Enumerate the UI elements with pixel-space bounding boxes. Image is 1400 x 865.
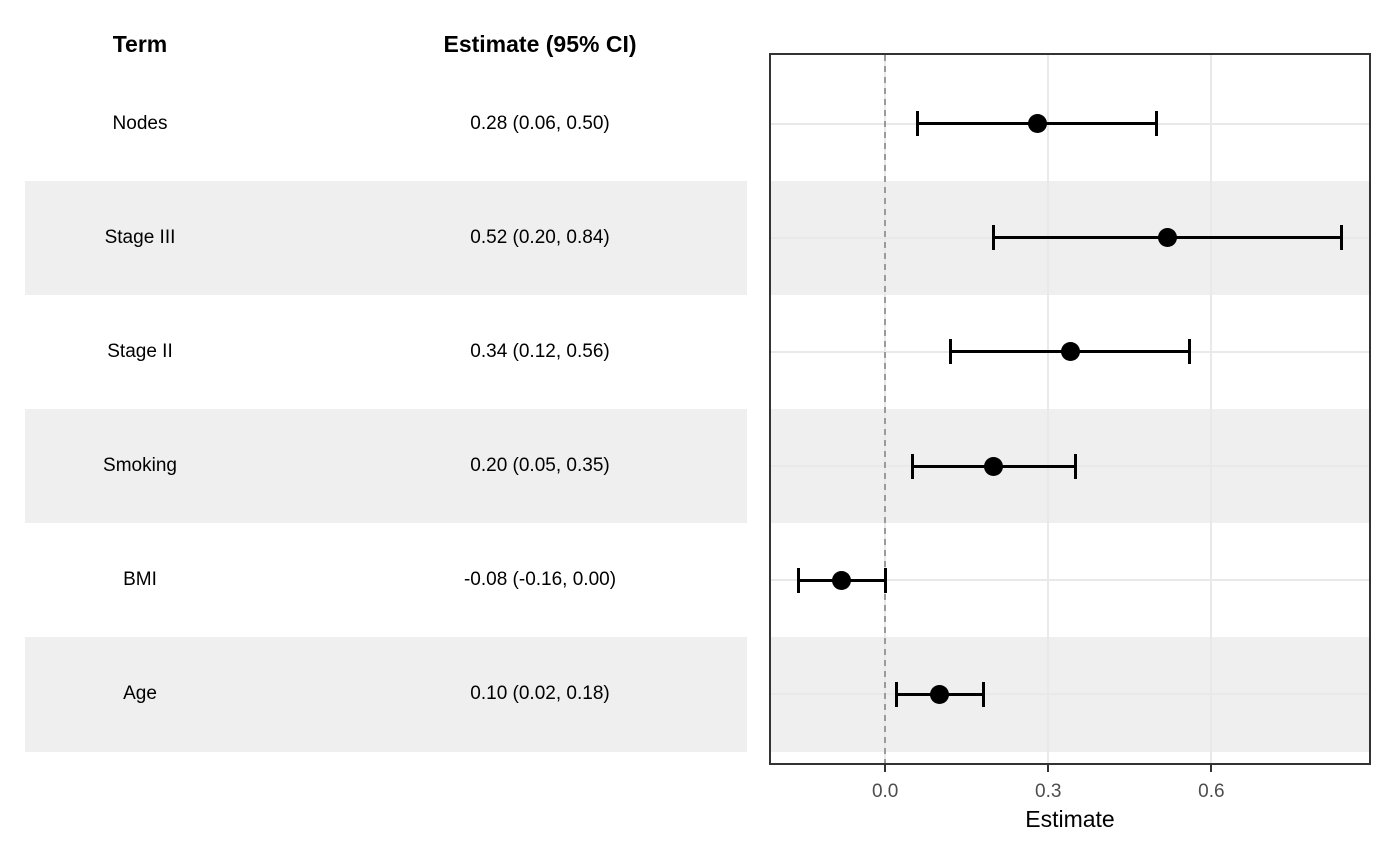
term-column-header: Term: [112, 31, 168, 57]
estimate-label: 0.28 (0.06, 0.50): [470, 112, 610, 134]
plot-panel: [769, 53, 1371, 765]
point-estimate: [930, 684, 950, 704]
estimate-label: 0.52 (0.20, 0.84): [470, 226, 610, 248]
ci-cap-left: [916, 111, 920, 137]
term-label: Smoking: [103, 455, 177, 477]
ci-cap-left: [796, 567, 800, 593]
table-row-stripe: [25, 409, 747, 524]
ci-cap-right: [1073, 453, 1077, 479]
ci-cap-left: [948, 339, 952, 365]
term-label: Age: [123, 683, 157, 705]
term-label: Stage II: [107, 340, 173, 362]
vertical-gridline: [1047, 55, 1050, 763]
x-axis-tick-label: 0.6: [1198, 781, 1225, 802]
table-row-stripe: [25, 637, 747, 752]
ci-cap-right: [981, 681, 985, 707]
term-label: Stage III: [104, 226, 176, 248]
ci-cap-right: [1155, 111, 1159, 137]
term-label: Nodes: [112, 112, 168, 134]
ci-cap-right: [1340, 225, 1344, 251]
horizontal-gridline: [771, 693, 1369, 696]
point-estimate: [1158, 228, 1178, 248]
point-estimate: [1060, 342, 1080, 362]
ci-cap-left: [992, 225, 996, 251]
ci-cap-left: [910, 453, 914, 479]
point-estimate: [832, 570, 852, 590]
ci-cap-left: [894, 681, 898, 707]
ci-cap-right: [883, 567, 887, 593]
estimate-column-header: Estimate (95% CI): [443, 31, 637, 57]
zero-reference-line: [884, 55, 887, 763]
estimate-label: 0.10 (0.02, 0.18): [470, 683, 610, 705]
table-row-stripe: [25, 180, 747, 295]
estimate-label: -0.08 (-0.16, 0.00): [463, 569, 617, 591]
x-axis-tick: [1047, 765, 1050, 772]
term-label: BMI: [123, 569, 157, 591]
ci-cap-right: [1188, 339, 1192, 365]
horizontal-gridline: [771, 579, 1369, 582]
x-axis-tick-label: 0.3: [1035, 781, 1062, 802]
x-axis-tick: [884, 765, 887, 772]
x-axis-title: Estimate: [1025, 806, 1115, 832]
x-axis-tick-label: 0.0: [871, 781, 899, 802]
x-axis-tick: [1210, 765, 1213, 772]
estimate-label: 0.20 (0.05, 0.35): [470, 455, 610, 477]
estimate-label: 0.34 (0.12, 0.56): [470, 340, 610, 362]
point-estimate: [984, 456, 1004, 476]
vertical-gridline: [1210, 55, 1213, 763]
point-estimate: [1027, 114, 1047, 134]
